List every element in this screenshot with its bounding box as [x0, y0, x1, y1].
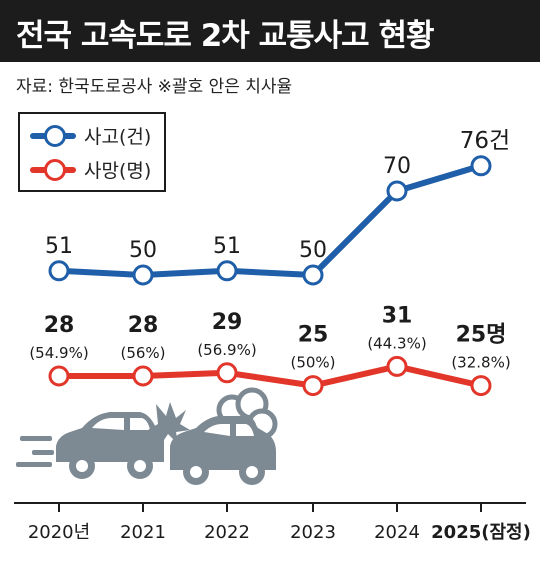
left-car-wheel-front [76, 460, 88, 472]
accidents-point [216, 260, 238, 282]
car-crash-illustration [16, 387, 278, 485]
accidents-value-label: 50 [129, 238, 157, 263]
accidents-point [48, 260, 70, 282]
legend: 사고(건) 사망(명) [18, 112, 166, 192]
fatality-rate-label: (44.3%) [367, 334, 426, 352]
deaths-point [48, 365, 70, 387]
accidents-point [470, 155, 492, 177]
impact-burst-icon [148, 402, 190, 446]
deaths-value-label: 25 [298, 323, 329, 348]
legend-marker-accidents [44, 125, 66, 147]
source-note: 자료: 한국도로공사 ※괄호 안은 치사율 [16, 77, 293, 97]
fatality-rate-label: (56.9%) [197, 341, 256, 359]
right-car-wheel-front [190, 466, 202, 478]
deaths-point [302, 375, 324, 397]
accidents-point [386, 180, 408, 202]
deaths-point [132, 365, 154, 387]
x-axis: 2020년 2021 2022 2023 2024 2025(잠정) [14, 502, 531, 543]
fatality-rate-label: (50%) [290, 354, 335, 372]
accidents-value-label: 51 [213, 234, 241, 259]
series-labels: 51 50 51 50 70 76건 28 (54.9%) 28 (56%) 29 (56.9%) 25… [29, 128, 510, 372]
fatality-rate-label: (32.8%) [451, 354, 510, 372]
deaths-value-label: 29 [212, 310, 243, 335]
speed-lines-icon [16, 436, 54, 467]
accidents-point [132, 264, 154, 286]
deaths-value-label: 25명 [456, 323, 507, 348]
deaths-point [216, 362, 238, 384]
left-car-wheel-rear [134, 460, 146, 472]
fatality-rate-label: (54.9%) [29, 344, 88, 362]
accidents-value-label: 70 [383, 154, 411, 179]
accidents-point [302, 264, 324, 286]
right-car-wheel-rear [246, 466, 258, 478]
deaths-point [470, 375, 492, 397]
series-lines [56, 162, 484, 389]
x-tick-label: 2021 [120, 522, 166, 543]
legend-item-deaths: 사망(명) [30, 156, 170, 184]
series-points [48, 155, 492, 397]
deaths-value-label: 31 [382, 303, 413, 328]
x-tick-label: 2022 [204, 522, 250, 543]
deaths-value-label: 28 [44, 313, 75, 338]
left-car-icon [56, 412, 164, 479]
deaths-value-label: 28 [128, 313, 159, 338]
right-car-icon [170, 416, 276, 485]
accidents-value-label: 50 [299, 238, 327, 263]
legend-marker-deaths [44, 159, 66, 181]
chart-title: 전국 고속도로 2차 교통사고 현황 [16, 18, 434, 54]
x-tick-label: 2023 [290, 522, 336, 543]
x-tick-label: 2024 [374, 522, 420, 543]
x-tick-label: 2020년 [28, 522, 90, 543]
deaths-line [56, 363, 484, 389]
fatality-rate-label: (56%) [120, 344, 165, 362]
legend-item-accidents: 사고(건) [30, 122, 170, 150]
legend-label-accidents: 사고(건) [84, 126, 152, 148]
accidents-value-label: 76건 [460, 128, 510, 154]
accidents-value-label: 51 [45, 234, 73, 259]
deaths-point [386, 355, 408, 377]
x-tick-label: 2025(잠정) [431, 522, 531, 543]
header-bar: 전국 고속도로 2차 교통사고 현황 [0, 0, 540, 62]
accidents-line [56, 162, 484, 278]
legend-label-deaths: 사망(명) [84, 160, 152, 182]
